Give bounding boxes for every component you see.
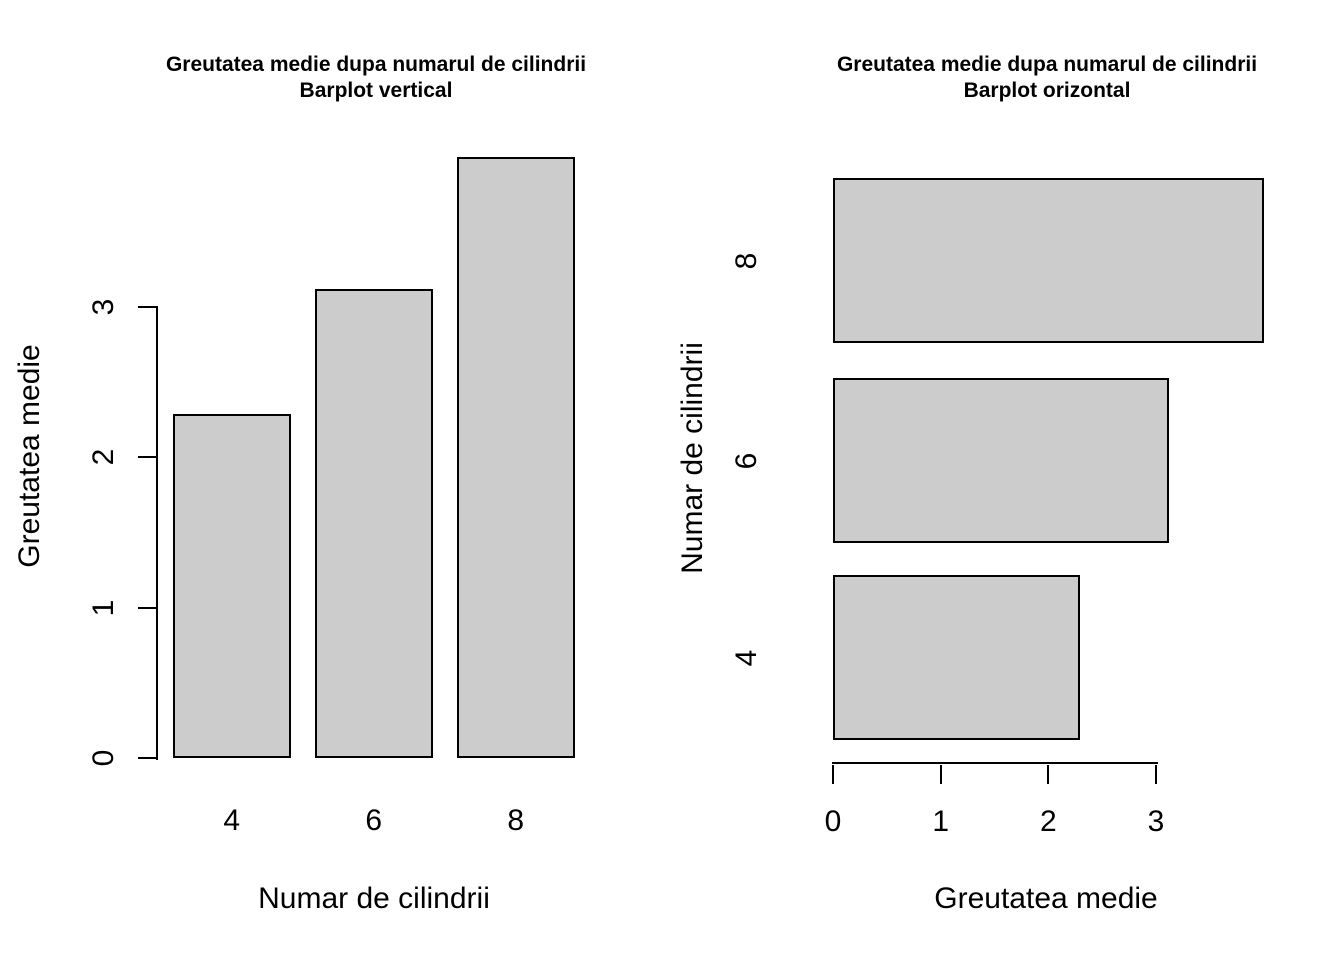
category-label: 4 [730, 649, 763, 666]
plot-title-line2: Barplot vertical [299, 79, 453, 102]
plot-title-line1: Greutatea medie dupa numarul de cilindri… [836, 53, 1258, 76]
y-axis-tick-label: 0 [87, 749, 120, 767]
category-label: 4 [223, 804, 241, 837]
bar-6cyl [315, 288, 433, 758]
bar-6cyl [833, 378, 1169, 543]
bar-8cyl [833, 178, 1264, 343]
category-label: 6 [365, 804, 383, 837]
y-axis-tick-mark [138, 456, 157, 459]
x-axis-tick-mark [939, 765, 942, 784]
plot-title-line1: Greutatea medie dupa numarul de cilindri… [165, 53, 587, 76]
bar-4cyl [833, 575, 1080, 740]
bar-8cyl [457, 156, 575, 758]
y-axis-tick-mark [138, 757, 157, 759]
plot-title-line2: Barplot orizontal [963, 79, 1131, 102]
y-axis-tick-label: 2 [87, 448, 120, 466]
y-axis-tick-label: 3 [87, 298, 120, 316]
x-axis-tick-label: 3 [1147, 805, 1165, 838]
x-axis-line [832, 762, 1158, 764]
category-label: 8 [507, 804, 525, 837]
y-axis-title: Numar de cilindrii [676, 342, 709, 574]
x-axis-title: Greutatea medie [934, 882, 1158, 915]
category-label: 8 [730, 252, 763, 269]
y-axis-tick-label: 1 [87, 599, 120, 616]
x-axis-tick-mark [832, 765, 834, 784]
x-axis-tick-label: 0 [824, 805, 842, 838]
bar-4cyl [173, 413, 291, 758]
plot-title: Greutatea medie dupa numarul de cilindri… [837, 52, 1257, 104]
x-axis-tick-label: 2 [1039, 805, 1057, 838]
y-axis-tick-mark [138, 606, 157, 609]
x-axis-tick-mark [1047, 765, 1050, 784]
x-axis-tick-label: 1 [932, 805, 949, 838]
category-label: 6 [730, 452, 763, 469]
y-axis-title: Greutatea medie [13, 344, 46, 568]
plot-title: Greutatea medie dupa numarul de cilindri… [166, 52, 586, 104]
x-axis-title: Numar de cilindrii [258, 882, 490, 915]
y-axis-line [156, 306, 158, 760]
x-axis-tick-mark [1155, 765, 1157, 784]
y-axis-tick-mark [138, 306, 157, 308]
